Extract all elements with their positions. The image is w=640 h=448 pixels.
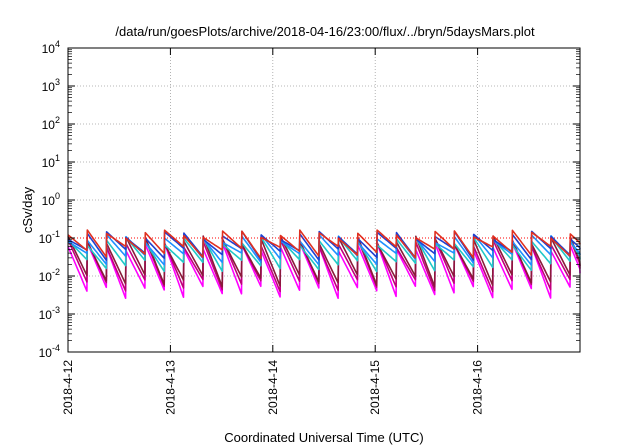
y-tick-label: 10-3 — [39, 305, 60, 322]
y-tick-label: 10-4 — [39, 343, 60, 360]
x-tick-label: 2018-4-13 — [163, 360, 177, 415]
x-tick-label: 2018-4-16 — [471, 360, 485, 415]
y-tick-label: 104 — [42, 39, 60, 56]
y-tick-label: 10-2 — [39, 267, 60, 284]
chart-title: /data/run/goesPlots/archive/2018-04-16/2… — [115, 24, 535, 39]
series-line-6 — [67, 229, 581, 259]
y-axis-label: cSv/day — [20, 186, 35, 233]
y-tick-label: 100 — [42, 191, 60, 208]
y-tick-label: 10-1 — [39, 229, 60, 246]
series-group — [67, 229, 581, 299]
x-tick-label: 2018-4-14 — [266, 360, 280, 415]
x-axis-ticks: 2018-4-12 2018-4-13 2018-4-14 2018-4-15 2018… — [61, 48, 485, 415]
y-tick-label: 101 — [42, 153, 60, 170]
grid-lines — [68, 48, 580, 352]
x-axis-label: Coordinated Universal Time (UTC) — [224, 430, 423, 445]
y-tick-label: 102 — [42, 115, 60, 132]
y-axis-ticks: 10-4 10-3 10-2 10-1 100 101 102 103 104 — [39, 39, 580, 360]
y-tick-label: 103 — [42, 77, 60, 94]
series-line-0 — [67, 241, 581, 299]
x-tick-label: 2018-4-12 — [61, 360, 75, 415]
x-tick-label: 2018-4-15 — [368, 360, 382, 415]
